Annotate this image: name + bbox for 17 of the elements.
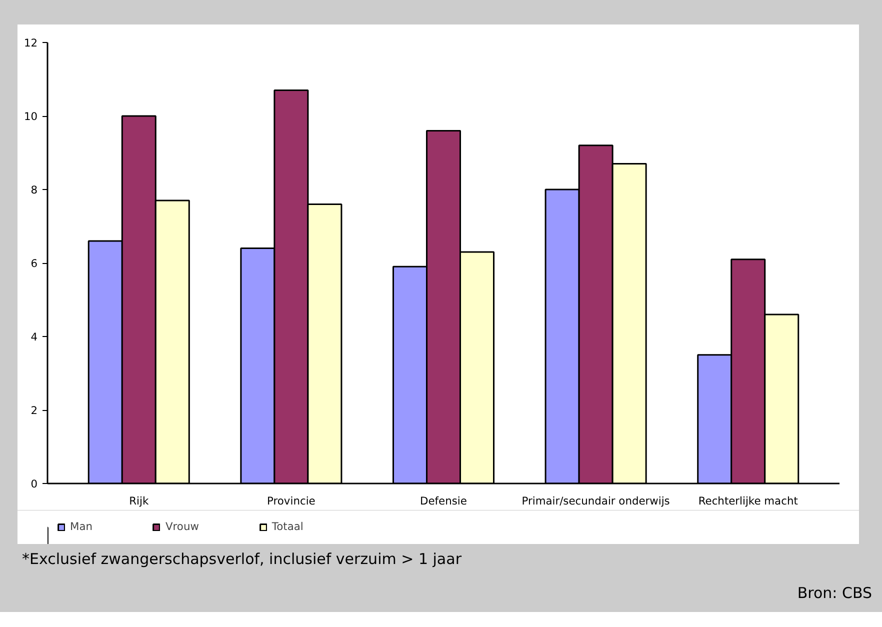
text: Bron: CBS (797, 583, 872, 604)
y-tick-label: 2 (30, 404, 38, 417)
y-tick-label: 8 (30, 184, 38, 196)
y-tick-label: 0 (30, 478, 38, 490)
y-tick-label: 4 (30, 330, 38, 344)
x-tick-label: Primair/secundair onderwijs (522, 494, 670, 508)
x-tick-label: Rechterlijke macht (698, 494, 798, 508)
legend-label: Man (70, 520, 92, 533)
x-tick-label: Defensie (420, 494, 467, 508)
legend-label: Totaal (272, 520, 304, 533)
text: *Exclusief zwangerschapsverlof, inclusief verzuim > 1 jaar (22, 549, 462, 570)
y-tick-label: 6 (30, 257, 38, 270)
x-tick-label: Rijk (129, 494, 150, 508)
y-tick-label: 10 (24, 110, 38, 123)
x-tick-label: Provincie (267, 494, 316, 508)
y-tick-label: 12 (24, 36, 38, 50)
legend-label: Vrouw (165, 520, 199, 533)
